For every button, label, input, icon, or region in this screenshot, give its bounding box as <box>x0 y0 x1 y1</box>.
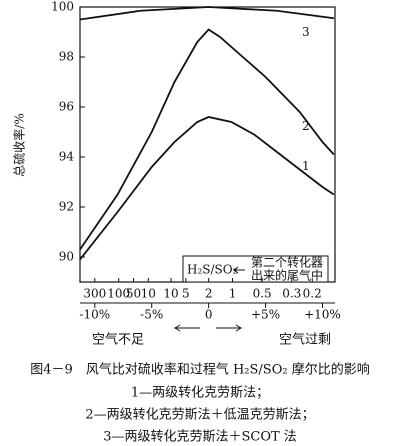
caption-note: 1—两级转化克劳斯法； <box>131 385 269 401</box>
caption-note: 3—两级转化克劳斯法＋SCOT 法 <box>103 429 297 445</box>
annotation: 出来的尾气中 <box>251 268 323 283</box>
ratio-tick-label: 2 <box>205 287 213 301</box>
annotation: 第二个转化器 <box>251 255 323 270</box>
series-label: 2 <box>302 119 310 133</box>
x-tick-label: -10% <box>79 308 110 322</box>
ratio-tick-label: 300 <box>83 287 106 301</box>
series-line <box>79 28 335 251</box>
annotation: H₂S/SO₂ <box>187 263 238 277</box>
series-line <box>79 6 334 21</box>
series-line <box>79 116 335 261</box>
x-tick-label: +10% <box>304 308 341 322</box>
annotation-box <box>182 255 329 283</box>
y-tick-label: 90 <box>59 250 74 264</box>
y-tick-label: 96 <box>59 100 74 114</box>
ratio-tick-label: 10 <box>163 287 178 301</box>
series-label: 1 <box>302 159 310 173</box>
ratio-tick-label: 0.3 <box>282 287 301 301</box>
x-axis-label: 空气不足 <box>92 332 144 348</box>
y-tick-label: 100 <box>51 0 74 14</box>
y-axis-label: 总硫收率/% <box>12 113 27 176</box>
caption: 图4－9 风气比对硫收率和过程气 H₂S/SO₂ 摩尔比的影响 <box>30 362 369 378</box>
x-axis-label: 空气过剩 <box>279 332 331 348</box>
ratio-tick-label: 0.2 <box>303 287 322 301</box>
plot-frame <box>79 6 336 283</box>
annotation-arrow <box>233 266 245 274</box>
x-tick-label: -5% <box>140 308 163 322</box>
x-tick-label: +5% <box>251 308 280 322</box>
y-tick-label: 94 <box>59 150 75 164</box>
ratio-tick-label: 10 <box>141 287 156 301</box>
series-label: 3 <box>302 25 310 39</box>
ratio-tick-label: 5 <box>182 287 190 301</box>
direction-arrows <box>174 324 242 332</box>
caption-note: 2—两级转化克劳斯法＋低温克劳斯法； <box>85 407 314 423</box>
y-tick-label: 98 <box>59 50 74 64</box>
ratio-tick-label: 0.5 <box>253 287 272 301</box>
y-tick-label: 92 <box>59 200 74 214</box>
x-tick-label: 0 <box>205 308 213 322</box>
ratio-tick-label: 100 <box>107 287 130 301</box>
ratio-tick-label: 1 <box>229 287 237 301</box>
ratio-tick-label: 50 <box>126 287 141 301</box>
